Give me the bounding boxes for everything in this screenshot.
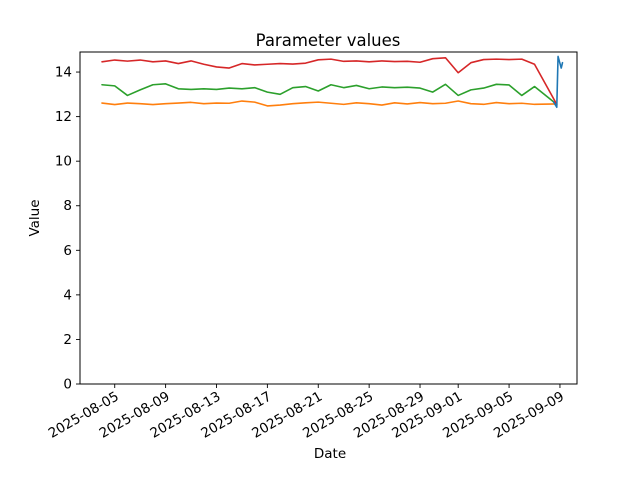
y-tick-label: 14: [55, 65, 72, 81]
y-tick-label: 0: [63, 377, 72, 393]
chart-title: Parameter values: [256, 31, 401, 50]
series-line-orange: [101, 100, 558, 107]
y-tick-label: 10: [55, 154, 72, 170]
y-axis-label: Value: [27, 199, 43, 236]
y-tick-label: 4: [63, 287, 72, 303]
x-axis-label: Date: [314, 446, 346, 462]
series-line-red: [101, 56, 558, 106]
y-tick-label: 2: [63, 332, 72, 348]
axes-frame: [79, 51, 578, 385]
y-tick-label: 12: [55, 109, 72, 125]
plot-area: 024681012142025-08-052025-08-092025-08-1…: [46, 51, 578, 442]
series-line-blue: [552, 55, 564, 109]
y-tick-label: 8: [63, 198, 72, 214]
series-line-green: [101, 83, 558, 106]
y-tick-label: 6: [63, 243, 72, 259]
